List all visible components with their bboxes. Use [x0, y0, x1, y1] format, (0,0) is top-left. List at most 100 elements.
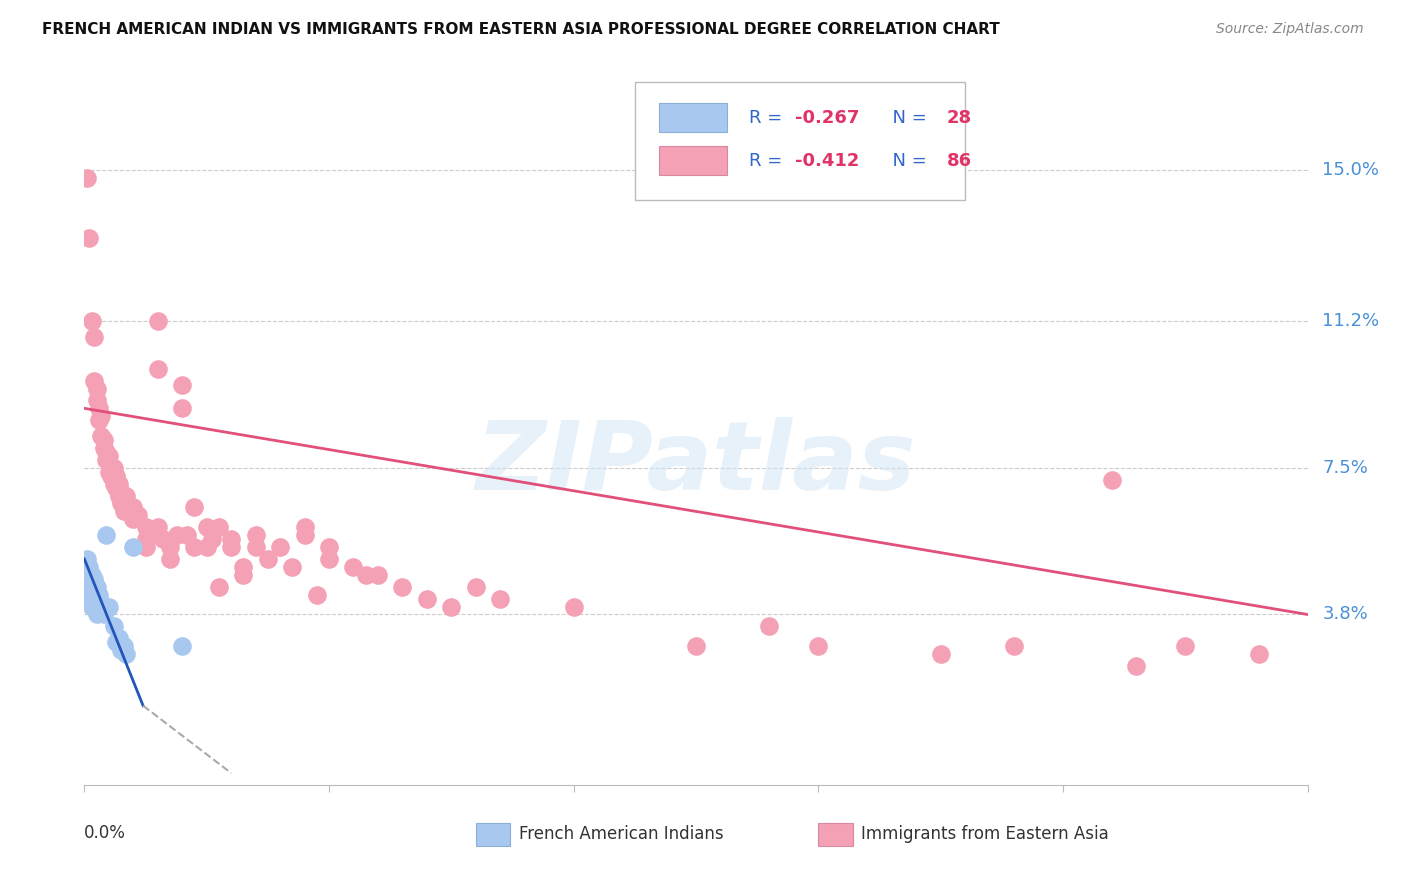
Point [152, 532, 174, 546]
Point [87, 413, 110, 427]
Point [219, 532, 242, 546]
Point [195, 520, 218, 534]
Point [489, 591, 512, 606]
Point [1101, 473, 1123, 487]
Point [76, 567, 98, 582]
Point [159, 552, 181, 566]
Point [135, 540, 157, 554]
Point [97, 599, 120, 614]
Point [105, 481, 128, 495]
Point [87, 588, 110, 602]
Text: FRENCH AMERICAN INDIAN VS IMMIGRANTS FROM EASTERN ASIA PROFESSIONAL DEGREE CORRE: FRENCH AMERICAN INDIAN VS IMMIGRANTS FRO… [42, 22, 1000, 37]
Point [80, 583, 103, 598]
Text: 7.5%: 7.5% [1322, 458, 1368, 477]
Point [83, 596, 105, 610]
Point [86, 580, 108, 594]
Point [107, 489, 129, 503]
Point [416, 591, 439, 606]
Point [176, 528, 198, 542]
Text: French American Indians: French American Indians [519, 825, 723, 843]
Point [232, 567, 254, 582]
Point [115, 489, 138, 503]
Text: 11.2%: 11.2% [1322, 312, 1379, 330]
Point [135, 520, 157, 534]
Point [1125, 659, 1147, 673]
Point [103, 460, 125, 475]
Point [172, 639, 194, 653]
Point [146, 520, 169, 534]
Point [281, 560, 304, 574]
Text: 86: 86 [946, 152, 972, 169]
Point [685, 639, 707, 653]
Point [195, 540, 218, 554]
Text: Immigrants from Eastern Asia: Immigrants from Eastern Asia [860, 825, 1109, 843]
Point [294, 528, 316, 542]
Point [135, 532, 157, 546]
Point [342, 560, 364, 574]
Point [146, 314, 169, 328]
Point [83, 583, 105, 598]
Point [107, 476, 129, 491]
Point [100, 468, 122, 483]
Point [758, 619, 780, 633]
Point [257, 552, 280, 566]
Point [103, 619, 125, 633]
Point [115, 647, 138, 661]
Point [110, 643, 132, 657]
Point [77, 575, 100, 590]
Point [110, 484, 132, 499]
Point [354, 567, 377, 582]
Point [97, 449, 120, 463]
Point [87, 401, 110, 416]
Point [464, 580, 486, 594]
FancyBboxPatch shape [636, 82, 965, 200]
Text: 28: 28 [946, 109, 972, 127]
Point [122, 512, 145, 526]
FancyBboxPatch shape [818, 822, 852, 846]
Point [97, 465, 120, 479]
Point [200, 532, 222, 546]
Text: ZIPatlas: ZIPatlas [475, 417, 917, 510]
Point [90, 429, 112, 443]
Point [122, 540, 145, 554]
Text: Source: ZipAtlas.com: Source: ZipAtlas.com [1216, 22, 1364, 37]
Point [208, 520, 231, 534]
Point [77, 560, 100, 574]
FancyBboxPatch shape [659, 146, 727, 175]
Point [208, 580, 231, 594]
Point [80, 314, 103, 328]
Point [232, 560, 254, 574]
FancyBboxPatch shape [659, 103, 727, 132]
Point [83, 374, 105, 388]
Point [146, 361, 169, 376]
Point [80, 599, 103, 614]
Point [122, 500, 145, 515]
Point [87, 599, 110, 614]
Point [96, 453, 118, 467]
Point [159, 540, 181, 554]
Point [112, 504, 135, 518]
Point [183, 540, 205, 554]
Point [93, 441, 115, 455]
Point [269, 540, 291, 554]
Point [83, 330, 105, 344]
Point [86, 393, 108, 408]
Point [1247, 647, 1270, 661]
Point [318, 540, 340, 554]
Point [107, 632, 129, 646]
Point [562, 599, 585, 614]
Point [76, 171, 98, 186]
Point [367, 567, 389, 582]
Point [93, 433, 115, 447]
Point [90, 409, 112, 424]
Text: N =: N = [880, 109, 932, 127]
Point [391, 580, 413, 594]
Point [83, 572, 105, 586]
Text: -0.412: -0.412 [794, 152, 859, 169]
Point [110, 496, 132, 510]
Point [112, 639, 135, 653]
Point [929, 647, 952, 661]
Text: 15.0%: 15.0% [1322, 161, 1379, 179]
Point [440, 599, 463, 614]
Point [294, 520, 316, 534]
